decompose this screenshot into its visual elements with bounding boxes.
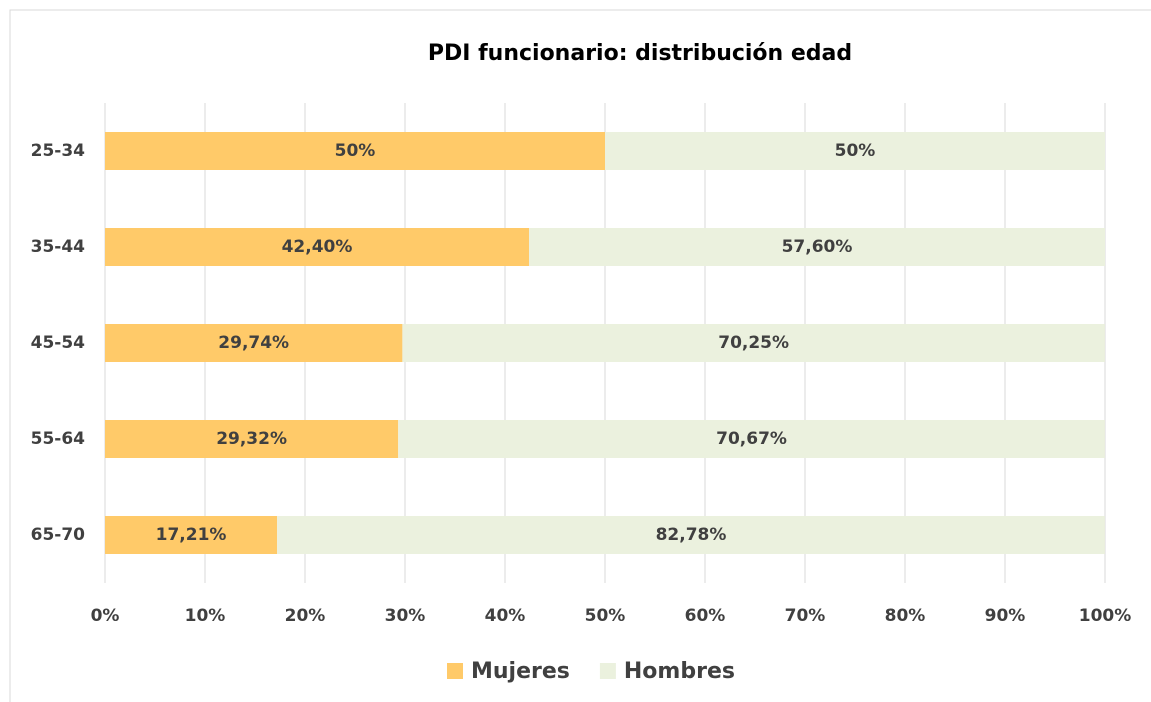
x-tick-label: 70% <box>785 606 826 626</box>
value-label: 50% <box>835 141 876 161</box>
bar <box>529 228 1105 266</box>
legend-label: Mujeres <box>471 659 570 684</box>
value-label: 70,67% <box>716 429 787 449</box>
x-tick-label: 10% <box>185 606 226 626</box>
x-tick-label: 80% <box>885 606 926 626</box>
y-tick-label: 25-34 <box>31 141 86 161</box>
y-tick-label: 55-64 <box>31 429 86 449</box>
x-tick-label: 40% <box>485 606 526 626</box>
chart-frame <box>9 9 1151 702</box>
x-tick-label: 90% <box>985 606 1026 626</box>
x-tick-label: 60% <box>685 606 726 626</box>
y-tick-label: 45-54 <box>31 333 86 353</box>
value-label: 57,60% <box>782 237 853 257</box>
x-tick-label: 50% <box>585 606 626 626</box>
x-tick-label: 100% <box>1079 606 1132 626</box>
legend-label: Hombres <box>624 659 735 684</box>
legend-swatch <box>447 663 463 679</box>
bar <box>398 420 1105 458</box>
bar <box>277 516 1105 554</box>
bar <box>105 228 529 266</box>
value-label: 29,74% <box>218 333 289 353</box>
x-tick-label: 0% <box>91 606 120 626</box>
bar <box>105 132 605 170</box>
value-label: 50% <box>335 141 376 161</box>
chart-title: PDI funcionario: distribución edad <box>428 41 852 66</box>
x-tick-label: 30% <box>385 606 426 626</box>
bar <box>402 324 1105 362</box>
y-tick-label: 35-44 <box>31 237 86 257</box>
y-tick-label: 65-70 <box>31 525 86 545</box>
bar <box>105 324 403 362</box>
value-label: 29,32% <box>216 429 287 449</box>
bar <box>605 132 1105 170</box>
bar <box>105 516 278 554</box>
value-label: 42,40% <box>282 237 353 257</box>
value-label: 17,21% <box>156 525 227 545</box>
value-label: 70,25% <box>718 333 789 353</box>
legend-swatch <box>599 663 616 679</box>
bar <box>105 420 399 458</box>
value-label: 82,78% <box>656 525 727 545</box>
x-tick-label: 20% <box>285 606 326 626</box>
